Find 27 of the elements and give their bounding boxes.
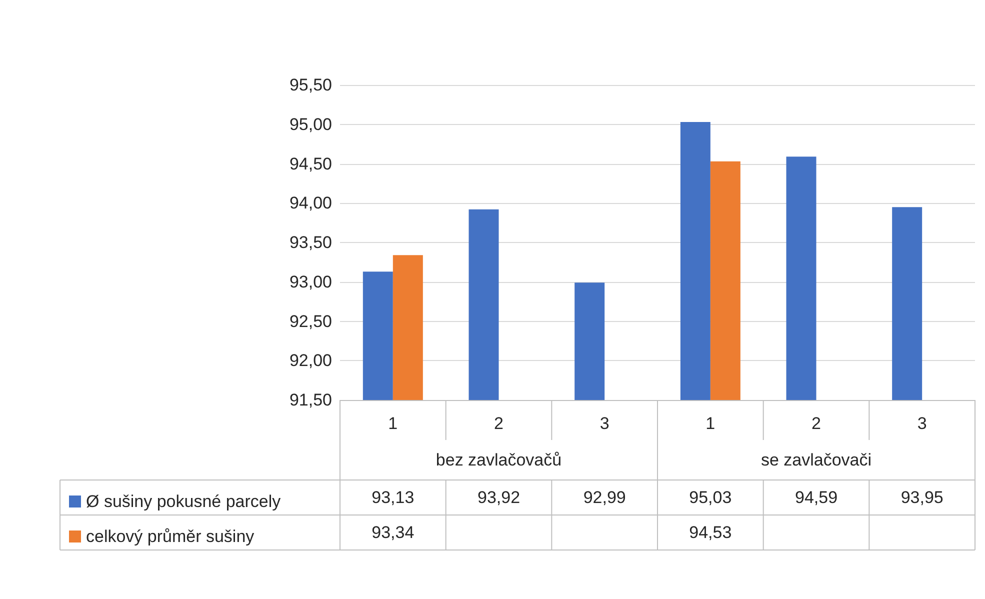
data-label: 94,59	[794, 488, 838, 507]
y-tick-label: 94,00	[289, 194, 332, 213]
data-label: 95,03	[689, 488, 732, 507]
y-tick-label: 91,50	[289, 390, 332, 410]
x-tick-label: 3	[917, 414, 927, 433]
data-label: 93,13	[372, 488, 414, 507]
x-tick-label: 3	[600, 414, 610, 433]
y-tick-label: 92,00	[289, 351, 332, 370]
legend-label: celkový průměr sušiny	[86, 527, 255, 546]
data-label: 93,34	[372, 523, 414, 542]
data-label: 93,92	[477, 488, 520, 507]
y-tick-label: 92,50	[289, 312, 332, 331]
data-label: 94,53	[689, 523, 732, 542]
y-tick-label: 93,50	[289, 233, 332, 252]
x-tick-label: 2	[812, 414, 821, 433]
y-tick-label: 93,00	[289, 272, 332, 292]
y-tick-label: 95,00	[289, 114, 332, 134]
legend-label: Ø sušiny pokusné parcely	[86, 492, 282, 511]
x-tick-label: 1	[388, 414, 398, 433]
text: bez zavlačovačů	[436, 450, 562, 470]
x-tick-label: 2	[494, 414, 504, 433]
y-tick-label: 95,50	[289, 76, 332, 94]
y-tick-label: 94,50	[289, 154, 332, 174]
text: se zavlačovači	[760, 450, 872, 470]
data-label: 92,99	[583, 488, 626, 507]
data-label: 93,95	[900, 488, 944, 507]
x-tick-label: 1	[706, 414, 716, 433]
